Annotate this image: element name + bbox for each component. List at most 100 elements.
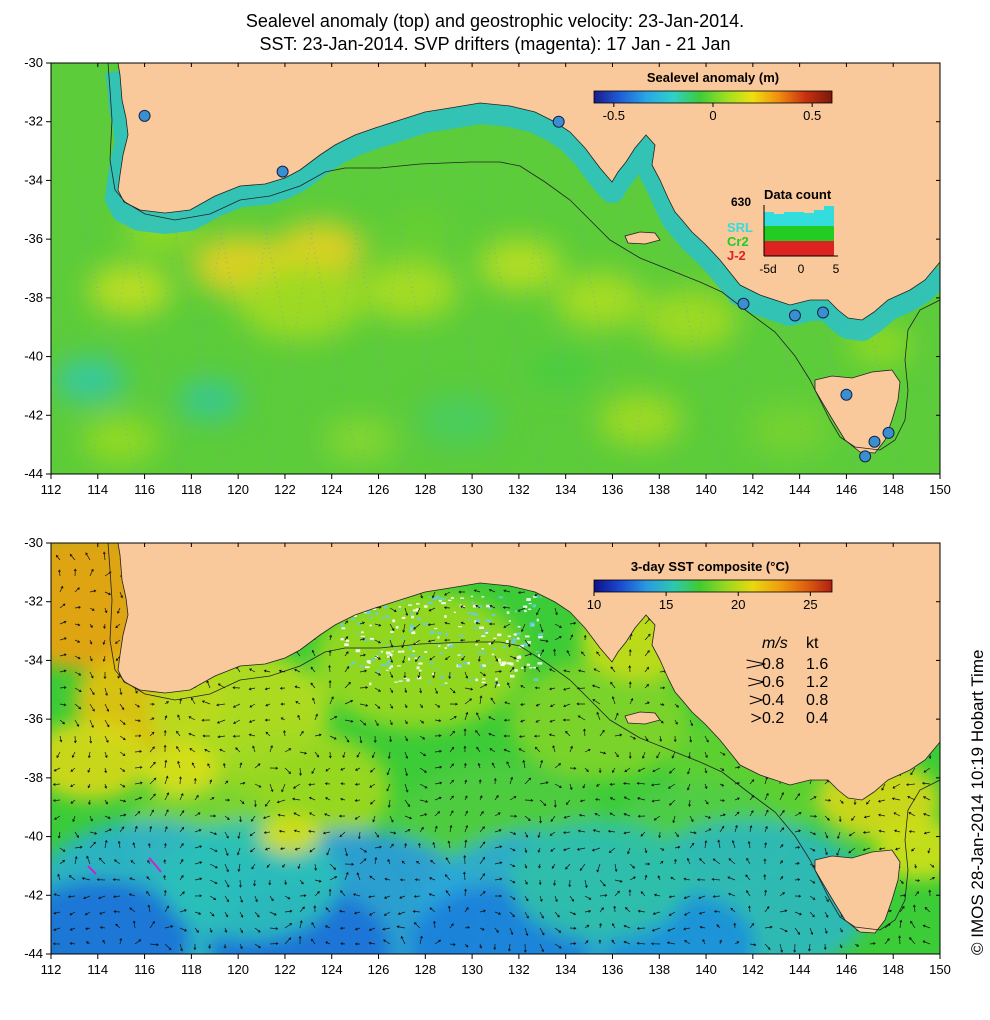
longitude-tick-label: 126	[368, 482, 390, 497]
count-bar-srl	[824, 206, 834, 226]
latitude-tick-label: -42	[24, 407, 43, 422]
top-panel-frame	[50, 62, 941, 475]
latitude-tick-label: -32	[24, 114, 43, 129]
longitude-tick-label: 140	[695, 962, 717, 977]
sst-colorbar-tick: 25	[803, 597, 817, 612]
longitude-tick-label: 142	[742, 482, 764, 497]
longitude-tick-label: 148	[882, 962, 904, 977]
tide-gauge-marker	[840, 388, 853, 401]
longitude-tick-label: 120	[227, 482, 249, 497]
count-bar-srl	[764, 212, 774, 226]
longitude-tick-label: 118	[181, 482, 202, 497]
latitude-tick-label: -40	[24, 349, 43, 364]
series-label-cr2: Cr2	[727, 234, 749, 249]
count-bar-j2	[824, 241, 834, 256]
longitude-tick-label: 134	[555, 482, 577, 497]
svp-drifter-track	[87, 865, 97, 875]
longitude-tick-label: 132	[508, 962, 530, 977]
legend-speed-ms: 0.4	[762, 692, 784, 709]
data-count-xtick: 5	[833, 262, 840, 276]
longitude-tick-label: 128	[414, 962, 436, 977]
latitude-tick-label: -32	[24, 594, 43, 609]
sla-colorbar-tick: -0.5	[603, 108, 625, 123]
imos-credit: © IMOS 28-Jan-2014 10:19 Hobart Time	[968, 649, 987, 955]
longitude-tick-label: 114	[87, 962, 108, 977]
longitude-tick-label: 122	[274, 962, 296, 977]
legend-speed-ms: 0.6	[762, 674, 784, 691]
data-count-max: 630	[731, 195, 751, 209]
shelf-break-contour	[107, 63, 940, 451]
bottom-panel-axes: 112 114 116 118 120 122 124 126 128 130 132 134 136 1…	[24, 535, 951, 977]
count-bar-j2	[764, 241, 774, 256]
legend-speed-ms: 0.2	[762, 710, 784, 727]
longitude-tick-label: 116	[134, 482, 155, 497]
figure-title-line-2: SST: 23-Jan-2014. SVP drifters (magenta)…	[259, 34, 731, 54]
sla-anomaly-field	[54, 208, 912, 464]
tide-gauge-marker	[552, 115, 565, 128]
longitude-tick-label: 124	[321, 962, 343, 977]
longitude-tick-label: 126	[368, 962, 390, 977]
longitude-tick-label: 146	[836, 962, 858, 977]
series-label-srl: SRL	[727, 220, 753, 235]
longitude-tick-label: 122	[274, 482, 296, 497]
latitude-tick-label: -30	[24, 55, 43, 70]
sst-colorbar-gradient	[593, 579, 833, 593]
tide-gauge-marker	[737, 297, 750, 310]
legend-speed-kt: 1.2	[806, 674, 828, 691]
legend-arrow	[746, 659, 766, 669]
kangaroo-island	[624, 231, 661, 245]
svp-drifter-track	[148, 857, 162, 873]
data-count-bars	[763, 205, 838, 257]
legend-speed-ms: 0.8	[762, 656, 784, 673]
latitude-tick-label: -40	[24, 829, 43, 844]
sla-colorbar-tick: 0	[709, 108, 716, 123]
legend-arrow	[748, 677, 764, 687]
sla-colorbar: Sealevel anomaly (m) -0.5 0 0.5	[593, 70, 833, 123]
kangaroo-island	[624, 711, 661, 725]
count-bar-srl	[804, 213, 814, 226]
longitude-tick-label: 130	[461, 962, 483, 977]
legend-speed-kt: 0.4	[806, 710, 828, 727]
tide-gauge-markers	[138, 109, 895, 463]
data-count-inset: Data count 630 SRL Cr2 J-2 -5d 0 5	[727, 187, 840, 276]
legend-speed-kt: 1.6	[806, 656, 828, 673]
velocity-scale-legend: m/s kt 0.8 1.60.6 1.20.4 0.80.2 0.4	[746, 635, 828, 727]
tide-gauge-marker	[882, 426, 895, 439]
latitude-tick-label: -38	[24, 770, 43, 785]
longitude-tick-label: 130	[461, 482, 483, 497]
sla-colorbar-title: Sealevel anomaly (m)	[647, 70, 779, 85]
longitude-tick-label: 138	[648, 482, 670, 497]
count-bar-cr2	[814, 226, 824, 241]
longitude-tick-label: 148	[882, 482, 904, 497]
shelf-break-contour	[107, 543, 940, 931]
count-bar-srl	[784, 212, 794, 226]
longitude-tick-label: 146	[836, 482, 858, 497]
count-bar-cr2	[804, 226, 814, 241]
longitude-tick-label: 150	[929, 482, 951, 497]
count-bar-cr2	[794, 226, 804, 241]
latitude-tick-label: -38	[24, 290, 43, 305]
count-bar-cr2	[784, 226, 794, 241]
tide-gauge-marker	[859, 450, 872, 463]
count-bar-srl	[774, 214, 784, 226]
data-count-xtick: -5d	[759, 262, 776, 276]
count-bar-cr2	[824, 226, 834, 241]
tide-gauge-marker	[276, 165, 289, 178]
sst-map	[51, 543, 940, 954]
sst-colorbar: 3-day SST composite (°C) 10 15 20 25	[587, 559, 833, 612]
data-count-title: Data count	[764, 187, 832, 202]
legend-header-kt: kt	[806, 635, 819, 652]
sst-colorbar-tick: 10	[587, 597, 601, 612]
longitude-tick-label: 132	[508, 482, 530, 497]
top-panel-axes: 112 114 116 118 120 122 124 126 128 130 132 134 136 1…	[24, 55, 951, 497]
longitude-tick-label: 150	[929, 962, 951, 977]
longitude-tick-label: 144	[789, 482, 811, 497]
longitude-tick-label: 128	[414, 482, 436, 497]
sla-colorbar-tick: 0.5	[803, 108, 821, 123]
count-bar-j2	[774, 241, 784, 256]
latitude-tick-label: -30	[24, 535, 43, 550]
latitude-tick-label: -36	[24, 711, 43, 726]
legend-header-ms: m/s	[762, 635, 788, 652]
legend-speed-kt: 0.8	[806, 692, 828, 709]
count-bar-j2	[804, 241, 814, 256]
